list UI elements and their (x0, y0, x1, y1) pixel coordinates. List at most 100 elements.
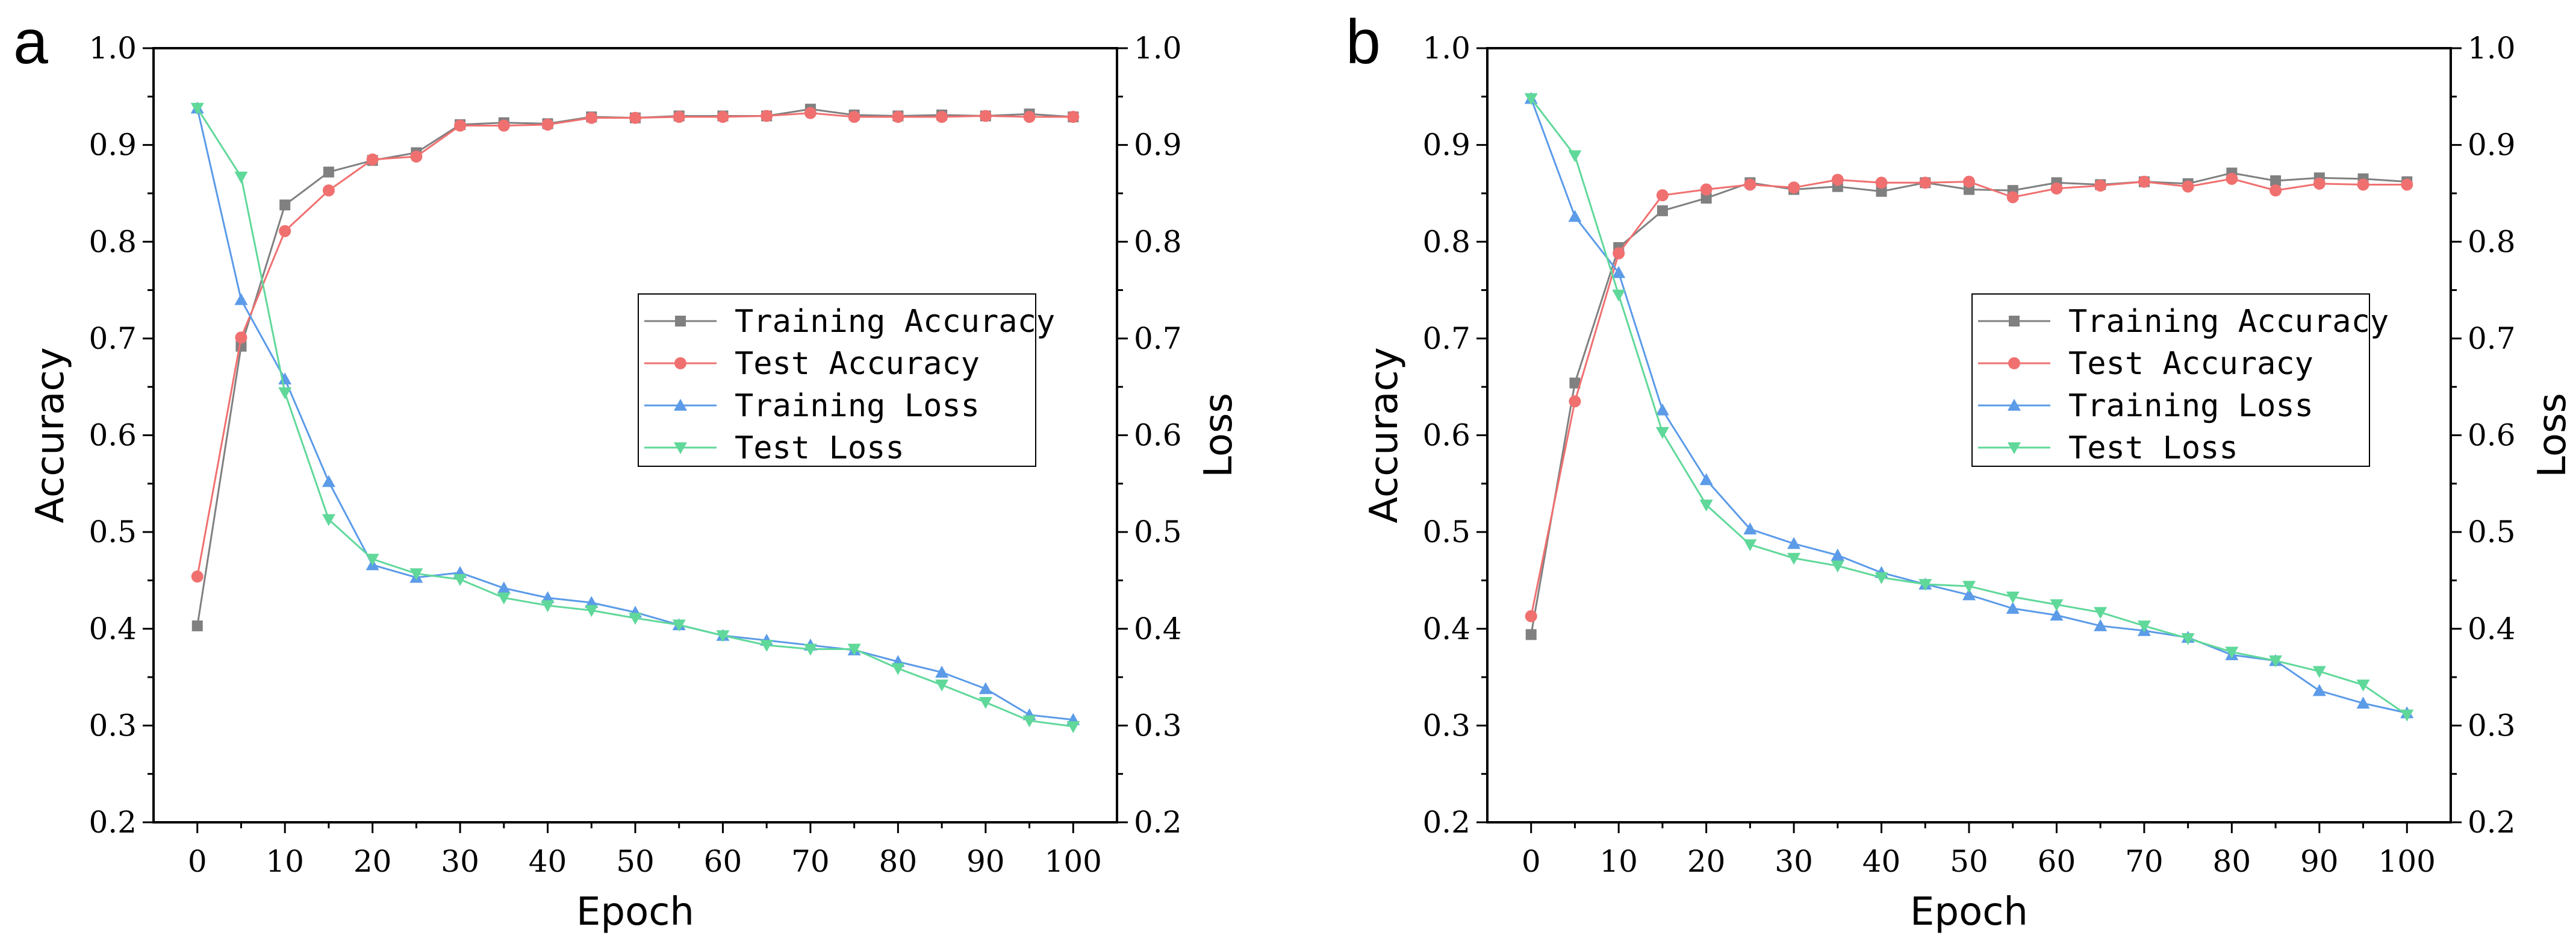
data-point (1700, 183, 1713, 196)
data-point (541, 591, 555, 604)
data-point (1657, 205, 1668, 216)
data-point (234, 293, 248, 305)
data-point (1524, 93, 1538, 105)
data-point (1918, 579, 1932, 591)
data-point (1787, 552, 1801, 565)
data-point (497, 592, 511, 605)
legend-swatch-marker (2009, 316, 2020, 327)
legend-label: Test Accuracy (735, 346, 980, 382)
data-point (2182, 180, 2194, 193)
legend-swatch-marker (674, 442, 687, 454)
x-tick-label: 0 (1522, 844, 1541, 879)
data-point (2050, 608, 2064, 621)
y-tick-label: 0.7 (1422, 321, 1470, 356)
data-point (366, 153, 379, 166)
y2-tick-label: 0.5 (2468, 514, 2516, 549)
data-point (1743, 522, 1757, 535)
data-point (2094, 619, 2108, 631)
legend-label: Test Loss (2068, 430, 2238, 466)
data-point (2313, 177, 2326, 190)
data-point (1962, 581, 1976, 593)
legend-box (1971, 293, 2370, 467)
data-point (322, 184, 335, 197)
y-tick-label: 0.4 (89, 611, 137, 646)
data-point (673, 111, 685, 123)
data-point (366, 554, 379, 566)
data-point (585, 111, 598, 124)
data-point (978, 697, 992, 709)
data-point (1831, 560, 1844, 573)
data-point (2312, 684, 2326, 696)
data-point (1874, 572, 1888, 584)
legend-label: Training Accuracy (2068, 304, 2389, 340)
y-tick-label: 0.9 (89, 128, 137, 163)
y2-tick-label: 0.6 (2468, 418, 2516, 453)
data-point (2312, 666, 2326, 678)
x-tick-label: 20 (1687, 844, 1726, 879)
y2-tick-label: 0.9 (2468, 128, 2516, 163)
data-point (2138, 175, 2150, 188)
data-point (323, 166, 334, 178)
legend-box (638, 293, 1036, 467)
data-point (2401, 178, 2413, 191)
data-point (1919, 177, 1932, 189)
legend-label: Training Accuracy (735, 304, 1055, 340)
y2-tick-label: 0.9 (1134, 128, 1182, 163)
y-axis-title: Accuracy (28, 347, 73, 523)
data-point (2356, 680, 2370, 692)
y2-tick-label: 0.5 (1134, 514, 1182, 549)
data-point (1613, 247, 1625, 260)
series-test-loss (1524, 93, 2414, 722)
chart-panel-a: a 0 10 20 30 40 50 60 70 80 90 100 0.2 0.2 0.3 0.3 0.4 0.… (13, 7, 1241, 934)
data-point (1700, 192, 1712, 204)
data-point (454, 119, 467, 132)
data-point (760, 640, 774, 652)
data-point (1699, 473, 1713, 486)
data-point (191, 570, 204, 583)
data-point (2269, 655, 2283, 667)
data-point (191, 620, 203, 631)
y2-tick-label: 0.6 (1134, 418, 1182, 453)
y2-tick-label: 0.7 (2468, 321, 2516, 356)
data-point (672, 619, 686, 632)
data-point (1525, 629, 1537, 640)
y-axis-title: Accuracy (1362, 347, 1407, 523)
data-point (1569, 395, 1581, 408)
data-point (541, 600, 555, 613)
y2-tick-label: 0.3 (1134, 708, 1182, 743)
data-point (936, 111, 948, 123)
data-point (2137, 620, 2151, 633)
data-point (848, 111, 860, 123)
data-point (2006, 191, 2019, 204)
data-point (322, 514, 335, 527)
legend-swatch-marker (2008, 442, 2021, 454)
data-point (322, 475, 335, 487)
data-point (892, 111, 904, 123)
data-point (2094, 180, 2107, 192)
legend-swatch-marker (2008, 357, 2020, 369)
x-tick-label: 90 (966, 844, 1005, 879)
data-point (1831, 548, 1844, 561)
y2-axis-title: Loss (1196, 393, 1241, 477)
data-point (804, 107, 817, 119)
data-point (234, 171, 248, 184)
x-tick-label: 100 (1045, 844, 1102, 879)
panel-letter: b (1346, 7, 1381, 77)
data-point (1744, 178, 1756, 191)
data-point (2094, 607, 2108, 619)
x-tick-label: 0 (188, 844, 207, 879)
x-tick-label: 30 (441, 844, 479, 879)
y2-tick-label: 0.8 (1134, 224, 1182, 259)
x-tick-label: 40 (1862, 844, 1901, 879)
x-tick-label: 10 (1599, 844, 1638, 879)
legend-swatch-marker (675, 316, 686, 327)
data-point (978, 682, 992, 695)
y-tick-label: 0.7 (89, 321, 137, 356)
y-tick-label: 0.2 (89, 805, 137, 840)
data-point (2225, 646, 2239, 659)
y2-tick-label: 0.4 (2468, 611, 2516, 646)
data-point (410, 150, 423, 163)
x-tick-label: 70 (2125, 844, 2164, 879)
data-point (278, 372, 292, 385)
data-point (629, 111, 641, 124)
